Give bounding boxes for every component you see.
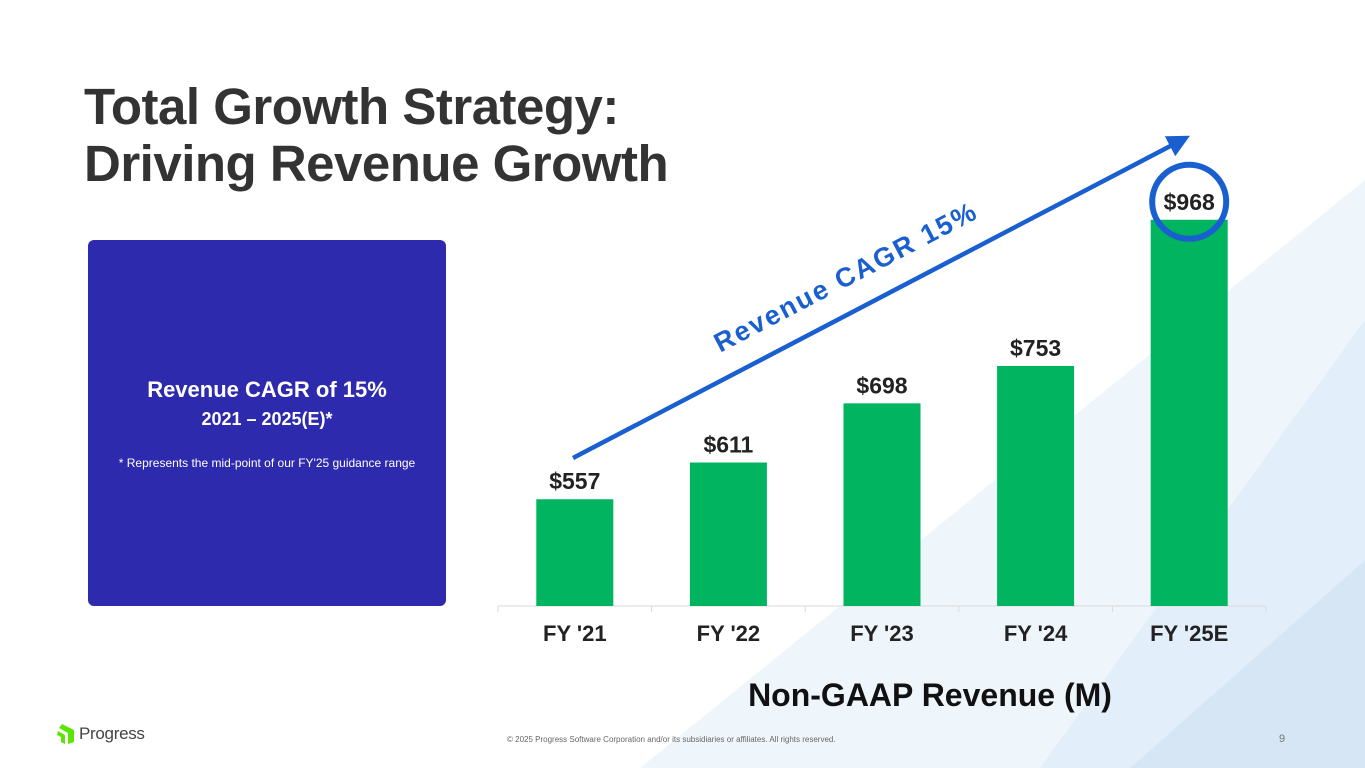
title-line-2: Driving Revenue Growth xyxy=(84,135,669,192)
x-tick-label: FY '21 xyxy=(543,621,607,646)
slide-title: Total Growth Strategy: Driving Revenue G… xyxy=(84,78,669,192)
progress-logo: Progress xyxy=(56,724,145,744)
bar-1 xyxy=(689,462,767,606)
cagr-annotation: Revenue CAGR 15% xyxy=(709,196,983,358)
callout-subheading: 2021 – 2025(E)* xyxy=(201,409,333,429)
callout-heading: Revenue CAGR of 15% xyxy=(147,377,387,402)
x-tick-label: FY '24 xyxy=(1004,621,1068,646)
data-label: $557 xyxy=(549,468,600,494)
copyright-footer: © 2025 Progress Software Corporation and… xyxy=(507,735,836,744)
bar-2 xyxy=(843,403,921,606)
highlight-circle xyxy=(1149,161,1230,242)
x-tick-label: FY '23 xyxy=(850,621,914,646)
cagr-callout-box: Revenue CAGR of 15% 2021 – 2025(E)* * Re… xyxy=(88,240,446,606)
callout-note: * Represents the mid-point of our FY'25 … xyxy=(118,456,416,470)
data-label: $753 xyxy=(1010,335,1061,361)
progress-logo-icon xyxy=(57,724,74,744)
bar-0 xyxy=(536,499,614,606)
page-number: 9 xyxy=(1279,733,1286,745)
data-label: $698 xyxy=(856,372,907,398)
progress-logo-text: Progress xyxy=(79,724,145,743)
x-tick-label: FY '22 xyxy=(697,621,761,646)
data-label: $968 xyxy=(1164,189,1215,215)
data-label: $611 xyxy=(703,432,753,458)
title-line-1: Total Growth Strategy: xyxy=(84,78,619,135)
bar-4 xyxy=(1150,219,1228,606)
chart-title: Non-GAAP Revenue (M) xyxy=(748,677,1112,713)
cagr-arrow xyxy=(571,135,1190,460)
x-tick-label: FY '25E xyxy=(1150,621,1228,646)
bar-3 xyxy=(997,365,1075,606)
